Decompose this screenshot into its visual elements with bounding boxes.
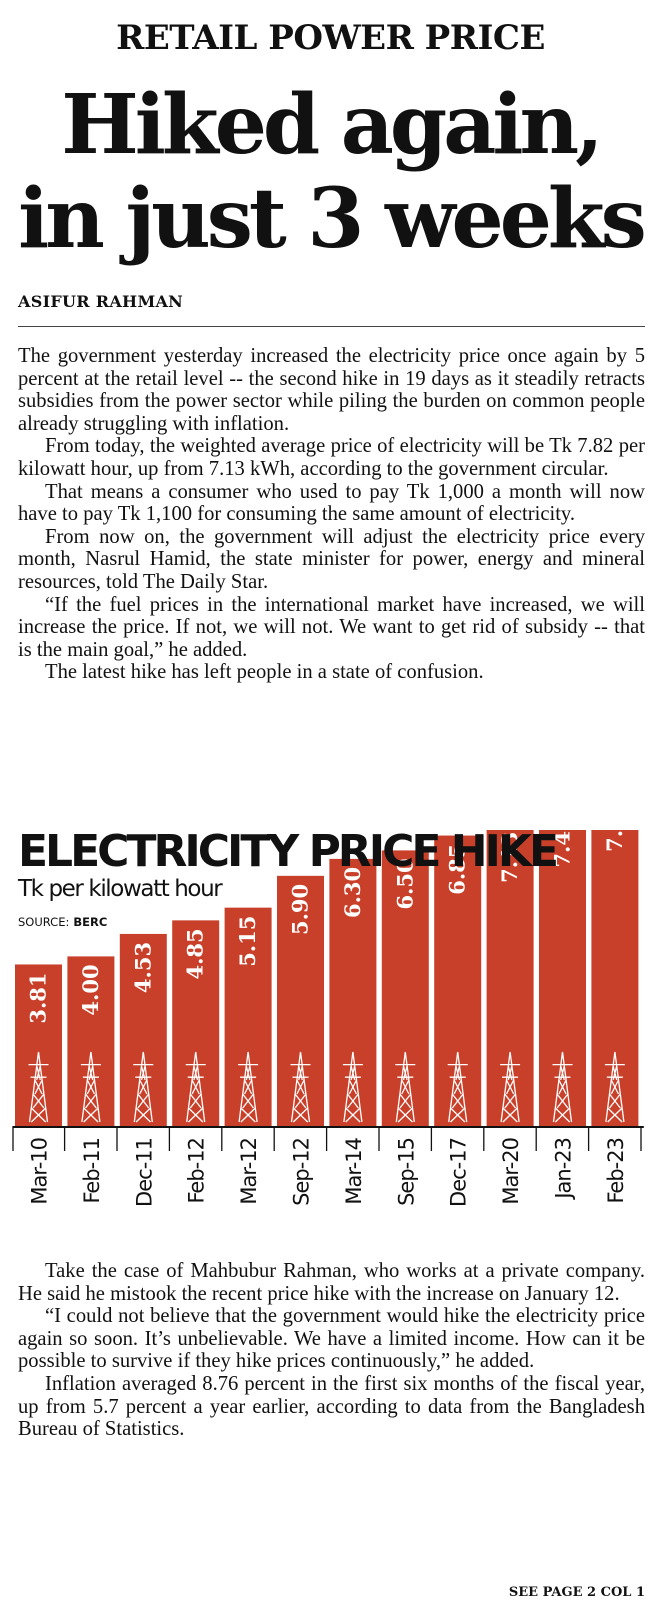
pylon-icon [395,1051,416,1123]
bar-group: 5.15 [224,907,272,1126]
bar [67,956,115,1126]
paragraph: “I could not believe that the government… [18,1305,645,1373]
x-tick-label: Dec-11 [132,1138,156,1207]
pylon-icon [28,1051,49,1123]
kicker: RETAIL POWER PRICE [116,18,545,58]
bar [591,830,639,1126]
continued-note: SEE PAGE 2 COL 1 [508,1585,645,1600]
bar-group: 6.50 [381,850,429,1126]
bar-value-label: 6.85 [445,844,470,895]
bar [329,858,377,1126]
bar-group: 5.90 [277,875,324,1126]
bar-value-label: 7.49 [550,830,575,868]
bar-group: 7.86 [591,830,639,1126]
bar-group: 6.85 [434,835,482,1126]
bar [172,920,220,1126]
byline: ASIFUR RAHMAN [18,292,184,311]
paragraph: The latest hike has left people in a sta… [45,661,484,684]
pylon-icon [133,1051,154,1123]
paragraph: Inflation averaged 8.76 percent in the f… [18,1372,645,1441]
paragraph: That means a consumer who used to pay Tk… [18,480,645,526]
pylon-icon [80,1051,101,1123]
x-tick-label: Feb-12 [185,1138,209,1203]
headline-line-2: in just 3 weeks [18,171,647,267]
bar [381,850,429,1126]
pylon-icon [552,1051,573,1123]
pylon-icon [290,1051,311,1123]
price-chart: 3.81 Mar-10 4.00 Feb-11 4.53 Dec-11 4.85 Feb-12… [12,830,644,1207]
bar [224,907,272,1126]
x-tick-label: Sep-15 [394,1138,418,1206]
paragraph: Take the case of Mahbubur Rahman, who wo… [18,1260,645,1305]
x-tick-label: Mar-14 [342,1137,366,1204]
chart-title: ELECTRICITY PRICE HIKE [18,826,559,877]
x-tick-label: Dec-17 [447,1138,471,1207]
bar-value-label: 3.81 [26,972,51,1023]
bar-value-label: 6.30 [340,867,365,918]
pylon-icon [185,1051,206,1123]
bar-group: 6.30 [329,858,377,1126]
x-tick-label: Mar-20 [499,1138,523,1205]
x-tick-label: Feb-23 [604,1138,628,1203]
x-tick-label: Mar-12 [237,1138,261,1205]
paragraph: “If the fuel prices in the international… [18,593,645,661]
bar-value-label: 5.90 [288,884,313,935]
chart-source-name: BERC [73,915,108,929]
bar-value-label: 7.13 [497,832,522,883]
bar-group: 4.00 [67,956,115,1126]
paragraph: From today, the weighted average price o… [18,435,645,480]
x-tick-label: Feb-11 [80,1138,104,1203]
x-tick-label: Mar-10 [28,1138,52,1205]
bar [15,964,62,1126]
headline-line-1: Hiked again, [61,77,603,173]
headline: Hiked again, in just 3 weeks [0,78,661,266]
pylon-icon [500,1051,521,1123]
story-bottom: Take the case of Mahbubur Rahman, who wo… [18,1260,645,1441]
bar-value-label: 4.53 [130,942,155,993]
bar-group: 4.85 [172,920,220,1126]
pylon-icon [447,1051,468,1123]
bar-value-label: 7.86 [602,830,627,852]
bar-value-label: 4.00 [78,964,103,1015]
bar-group: 3.81 [15,964,62,1126]
chart-subtitle: Tk per kilowatt hour [18,876,223,902]
chart-source: SOURCE: BERC [18,915,107,929]
x-tick-label: Jan-23 [552,1138,576,1201]
x-tick-label: Sep-12 [290,1138,314,1206]
pylon-icon [604,1051,625,1123]
bar [119,933,167,1126]
paragraph: The government yesterday increased the e… [18,345,645,435]
bar [277,875,324,1126]
byline-divider [18,326,645,327]
bar-group: 7.13 [486,830,534,1126]
story-top: The government yesterday increased the e… [18,345,645,684]
paragraph: From now on, the government will adjust … [18,525,645,593]
bar-group: 7.49 [539,830,586,1126]
bar-value-label: 5.15 [235,916,260,967]
bar-value-label: 4.85 [183,928,208,979]
chart-source-label: SOURCE: [18,915,70,929]
bar-value-label: 6.50 [392,858,417,909]
pylon-icon [238,1051,259,1123]
bar-group: 4.53 [119,933,167,1126]
pylon-icon [342,1051,363,1123]
